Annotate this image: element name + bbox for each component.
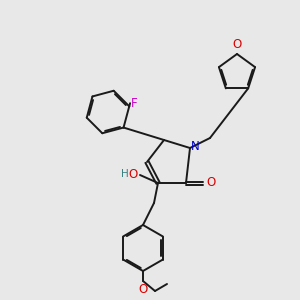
Text: H: H xyxy=(121,169,129,179)
Text: O: O xyxy=(138,283,148,296)
Text: F: F xyxy=(131,97,138,110)
Text: O: O xyxy=(232,38,242,51)
Text: N: N xyxy=(191,140,200,154)
Text: O: O xyxy=(129,169,138,182)
Text: O: O xyxy=(206,176,215,190)
